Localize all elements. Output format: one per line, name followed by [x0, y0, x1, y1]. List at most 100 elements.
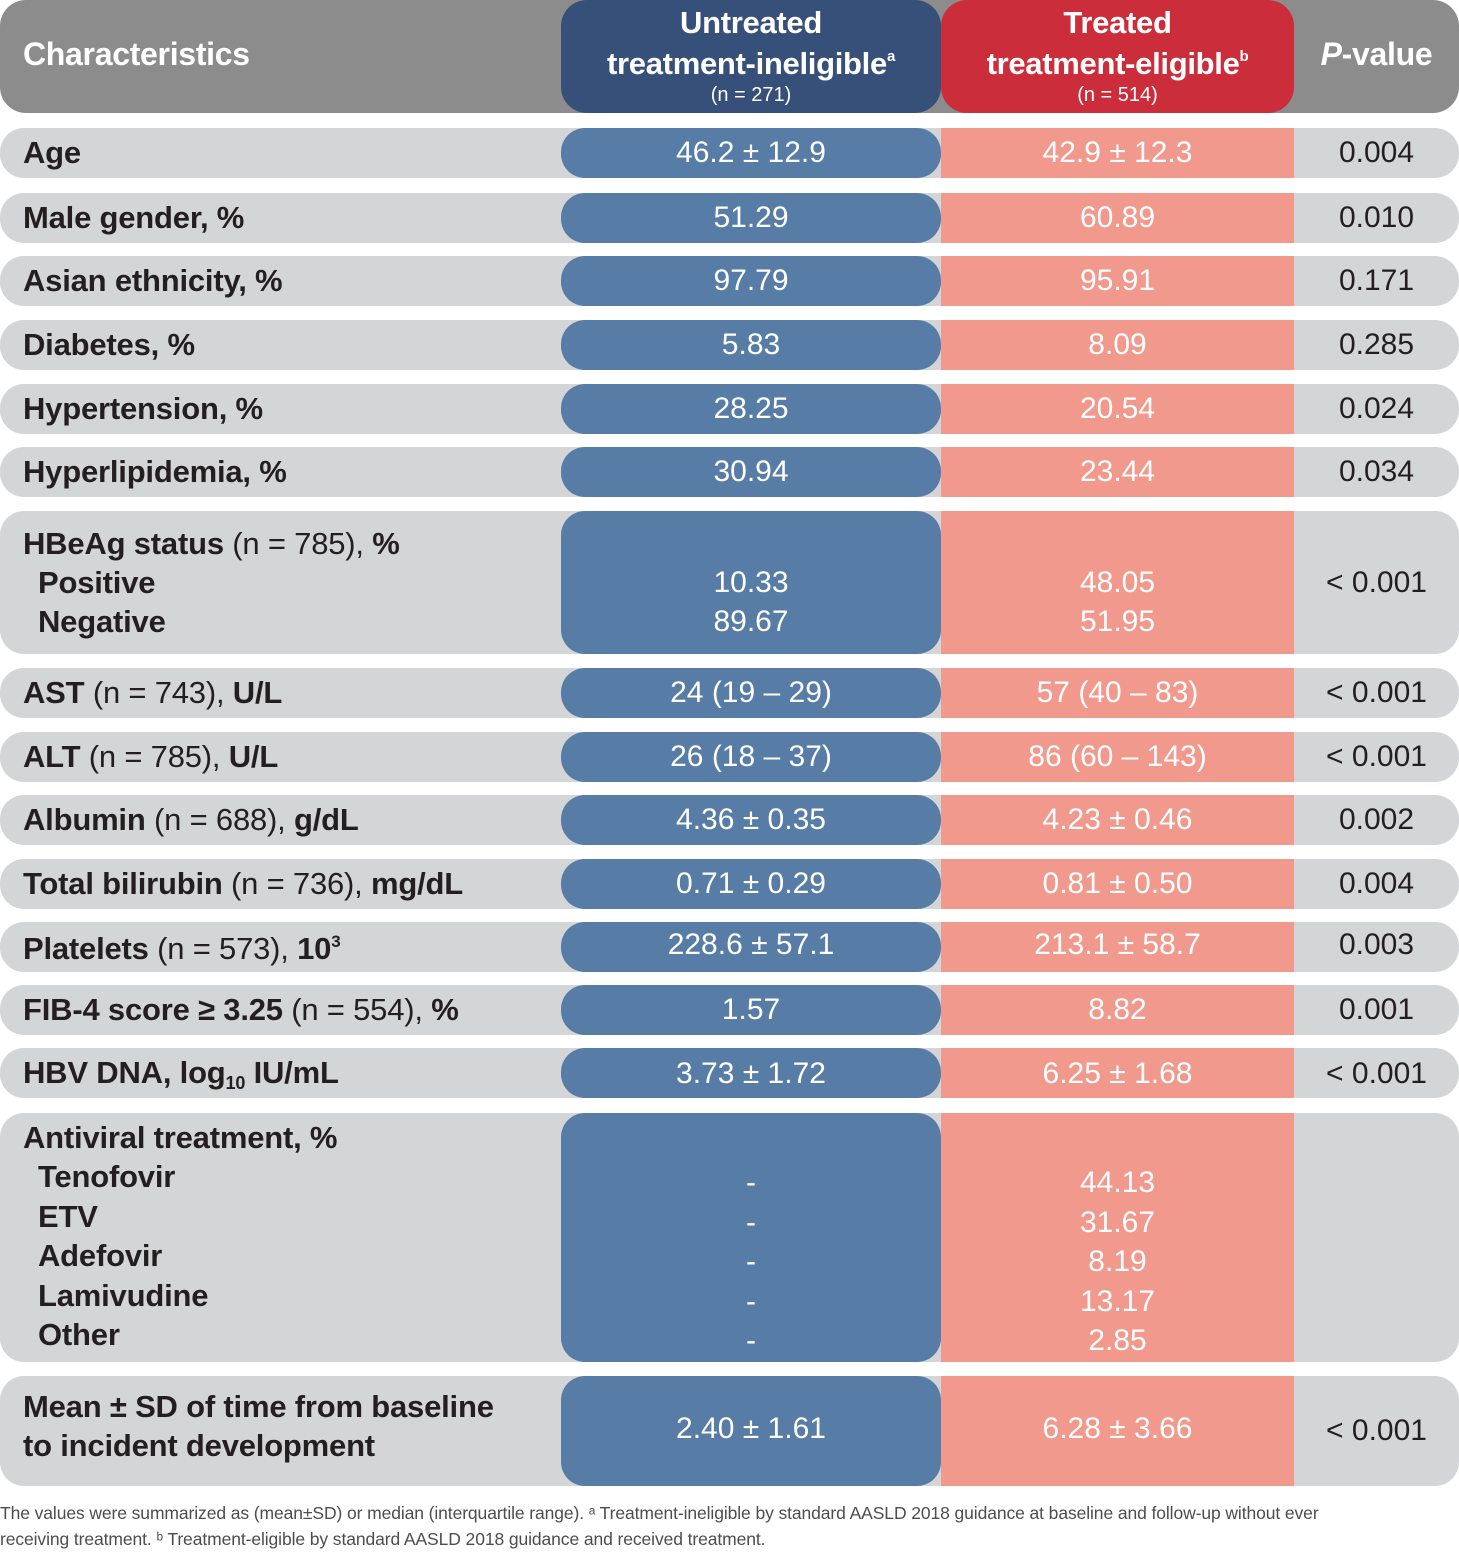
untreated-value: 3.73 ± 1.72	[676, 1057, 826, 1090]
treated-value: 95.91	[1079, 264, 1156, 297]
sub-label-positive: Positive	[38, 565, 156, 600]
sub-label-tenofovir: Tenofovir	[38, 1159, 176, 1194]
table-row-alt: ALT (n = 785), U/L 26 (18 – 37) 86 (60 –…	[0, 732, 1459, 782]
untreated-value: 28.25	[713, 392, 789, 425]
treated-value-lamivudine: 13.17	[1079, 1285, 1156, 1318]
p-value: 0.001	[1338, 993, 1415, 1026]
sub-label-other: Other	[38, 1317, 120, 1352]
untreated-value: 97.79	[713, 264, 789, 297]
untreated-value: 2.40 ± 1.61	[676, 1412, 826, 1445]
treated-value-adefovir: 8.19	[1088, 1245, 1147, 1278]
untreated-value-positive: 10.33	[713, 566, 789, 599]
table-row-antiviral-treatment: Antiviral treatment, % Tenofovir ETV Ade…	[0, 1113, 1459, 1362]
untreated-value: 1.57	[721, 993, 781, 1026]
treated-value: 57 (40 – 83)	[1036, 676, 1199, 709]
p-value: < 0.001	[1326, 676, 1427, 709]
header-untreated-n: (n = 271)	[710, 84, 792, 106]
header-untreated-subtitle: treatment-ineligiblea	[607, 46, 895, 81]
treated-value: 6.25 ± 1.68	[1042, 1057, 1193, 1090]
header-untreated-title: Untreated	[680, 5, 822, 40]
row-label: Male gender, %	[23, 200, 245, 235]
header-characteristics: Characteristics	[23, 36, 250, 72]
p-value: 0.171	[1338, 264, 1415, 297]
header-treated: Treated treatment-eligibleb (n = 514)	[941, 0, 1294, 113]
row-label: Hyperlipidemia, %	[23, 454, 287, 489]
row-label: ALT (n = 785), U/L	[23, 739, 279, 774]
treated-value: 0.81 ± 0.50	[1042, 867, 1193, 900]
row-label: Asian ethnicity, %	[23, 263, 283, 298]
table-header: Characteristics Untreated treatment-inel…	[0, 0, 1459, 113]
header-pvalue: P-value	[1320, 36, 1433, 72]
treated-value: 20.54	[1079, 392, 1156, 425]
untreated-value-adefovir: -	[746, 1245, 756, 1278]
row-label-line1: Mean ± SD of time from baseline	[23, 1389, 494, 1424]
header-treated-subtitle: treatment-eligibleb	[986, 46, 1249, 81]
row-label: AST (n = 743), U/L	[23, 675, 283, 710]
table-row-time-to-incident: Mean ± SD of time from baseline to incid…	[0, 1376, 1459, 1486]
p-value: < 0.001	[1326, 1414, 1427, 1447]
table-row-ast: AST (n = 743), U/L 24 (19 – 29) 57 (40 –…	[0, 668, 1459, 718]
untreated-value: 51.29	[713, 201, 789, 234]
p-value: < 0.001	[1326, 740, 1427, 773]
p-value: 0.002	[1338, 803, 1415, 836]
table-row-fib4-score: FIB-4 score ≥ 3.25 (n = 554), % 1.57 8.8…	[0, 985, 1459, 1035]
row-label: FIB-4 score ≥ 3.25 (n = 554), %	[23, 992, 459, 1027]
treated-value: 42.9 ± 12.3	[1042, 136, 1193, 169]
treated-value: 213.1 ± 58.7	[1034, 928, 1201, 961]
footnote-line-1: The values were summarized as (mean±SD) …	[0, 1503, 1319, 1523]
treated-value: 86 (60 – 143)	[1028, 740, 1207, 773]
untreated-value: 46.2 ± 12.9	[676, 136, 826, 169]
header-treated-n: (n = 514)	[1077, 84, 1158, 106]
row-label: HBeAg status (n = 785), %	[23, 526, 400, 561]
treated-value: 8.82	[1088, 993, 1147, 1026]
p-value: 0.004	[1338, 136, 1415, 169]
row-label: Total bilirubin (n = 736), mg/dL	[23, 866, 464, 901]
table-row-asian-ethnicity: Asian ethnicity, % 97.79 95.91 0.171	[0, 256, 1459, 306]
table-row-age: Age 46.2 ± 12.9 42.9 ± 12.3 0.004	[0, 128, 1459, 178]
untreated-value: 26 (18 – 37)	[670, 740, 832, 773]
row-label: Albumin (n = 688), g/dL	[23, 802, 359, 837]
table-row-total-bilirubin: Total bilirubin (n = 736), mg/dL 0.71 ± …	[0, 859, 1459, 909]
row-label: Antiviral treatment, %	[23, 1120, 338, 1155]
header-untreated: Untreated treatment-ineligiblea (n = 271…	[561, 0, 941, 113]
treated-value: 8.09	[1088, 328, 1147, 361]
p-value: 0.024	[1338, 392, 1415, 425]
sub-label-adefovir: Adefovir	[38, 1238, 163, 1273]
treated-value: 60.89	[1079, 201, 1156, 234]
row-label: HBV DNA, log10 IU/mL	[23, 1055, 339, 1093]
untreated-value-tenofovir: -	[746, 1166, 756, 1199]
table-row-diabetes: Diabetes, % 5.83 8.09 0.285	[0, 320, 1459, 370]
p-value: 0.010	[1338, 201, 1415, 234]
row-label: Age	[23, 135, 81, 170]
sub-label-negative: Negative	[38, 604, 166, 639]
untreated-value-negative: 89.67	[713, 605, 789, 638]
footnote-marker-a: a	[886, 48, 895, 65]
untreated-value-other: -	[746, 1324, 756, 1357]
untreated-value: 4.36 ± 0.35	[676, 803, 826, 836]
table-row-hbeag-status: HBeAg status (n = 785), % Positive Negat…	[0, 511, 1459, 654]
row-label-line2: to incident development	[23, 1428, 375, 1463]
untreated-value-lamivudine: -	[746, 1285, 756, 1318]
treated-value-other: 2.85	[1088, 1324, 1147, 1357]
treated-value-positive: 48.05	[1079, 566, 1156, 599]
p-value: 0.285	[1338, 328, 1415, 361]
sub-label-lamivudine: Lamivudine	[38, 1278, 209, 1313]
row-label: Hypertension, %	[23, 391, 263, 426]
table-row-hypertension: Hypertension, % 28.25 20.54 0.024	[0, 384, 1459, 434]
header-treated-title: Treated	[1063, 5, 1172, 40]
untreated-value-etv: -	[746, 1206, 756, 1239]
p-value: < 0.001	[1326, 566, 1427, 599]
untreated-value: 30.94	[713, 455, 789, 488]
sub-label-etv: ETV	[38, 1199, 98, 1234]
table-row-albumin: Albumin (n = 688), g/dL 4.36 ± 0.35 4.23…	[0, 795, 1459, 845]
untreated-value: 0.71 ± 0.29	[676, 867, 826, 900]
p-value: 0.034	[1338, 455, 1415, 488]
treated-value-tenofovir: 44.13	[1079, 1166, 1156, 1199]
treated-value: 4.23 ± 0.46	[1042, 803, 1193, 836]
untreated-value: 5.83	[721, 328, 781, 361]
treated-value: 23.44	[1079, 455, 1156, 488]
table-row-hyperlipidemia: Hyperlipidemia, % 30.94 23.44 0.034	[0, 447, 1459, 497]
p-value: 0.003	[1338, 928, 1415, 961]
treated-value-etv: 31.67	[1079, 1206, 1156, 1239]
p-value: 0.004	[1338, 867, 1415, 900]
